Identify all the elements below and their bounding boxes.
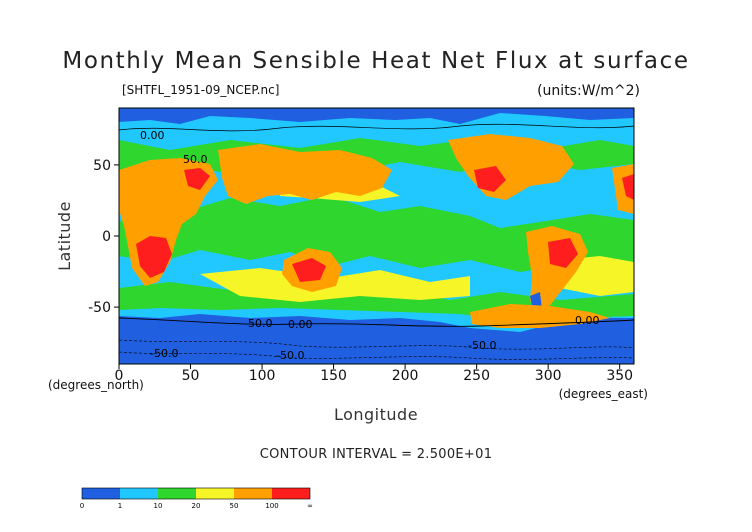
legend-frame <box>81 487 311 500</box>
y-axis-label: Latitude <box>55 201 74 271</box>
legend-level-label: 10 <box>154 502 163 510</box>
africa-hot-core <box>136 236 172 278</box>
chart-title: Monthly Mean Sensible Heat Net Flux at s… <box>62 48 689 74</box>
y-tick-label: 50 <box>93 158 111 174</box>
arctic-low-flux-region <box>119 108 634 124</box>
x-tick-label: 150 <box>320 368 347 384</box>
contour-label: -50.0 <box>150 347 178 360</box>
legend-level-label: 50 <box>230 502 239 510</box>
x-tick-label: 50 <box>182 368 200 384</box>
south-america-hot-core <box>548 238 578 268</box>
europe-hot-spot <box>184 168 210 190</box>
legend-level-label: 1 <box>118 502 122 510</box>
y-tick-label: -50 <box>88 300 111 316</box>
contour-line-north <box>118 123 635 132</box>
y-axis: 50 0 -50 <box>88 158 119 316</box>
x-tick-label: 100 <box>249 368 276 384</box>
asia-land <box>218 144 392 204</box>
right-edge-red <box>622 174 634 200</box>
legend-color-swatch <box>196 488 234 499</box>
y-tick-label: 0 <box>102 229 111 245</box>
x-axis-label: Longitude <box>334 405 418 424</box>
x-tick-label: 300 <box>535 368 562 384</box>
x-tick-label: 350 <box>606 368 633 384</box>
contour-label: 0.00 <box>140 129 165 142</box>
color-legend: 0 1 10 20 50 100 ∞ <box>80 487 313 510</box>
chart-units: (units:W/m^2) <box>537 83 640 99</box>
australia-hot-core <box>292 258 326 282</box>
legend-color-swatch <box>158 488 196 499</box>
y-axis-unit-note: (degrees_north) <box>48 378 144 392</box>
north-america-hot-core <box>474 166 506 192</box>
antarctic-edge-orange <box>470 304 610 328</box>
legend-color-swatch <box>120 488 158 499</box>
x-axis: 0 50 100 150 200 250 300 350 <box>115 364 633 384</box>
chart-subtitle: [SHTFL_1951-09_NCEP.nc] <box>122 83 279 97</box>
x-tick-label: 250 <box>463 368 490 384</box>
map-plot-area: 0.00 50.0 50.0 0.00 0.00 -50.0 -50.0 -50… <box>118 107 635 365</box>
legend-color-swatch <box>82 488 120 499</box>
contour-label: -50.0 <box>276 349 304 362</box>
x-tick-label: 0 <box>115 368 124 384</box>
contour-label: 50.0 <box>183 153 208 166</box>
contour-line-antarctic-2 <box>118 351 635 360</box>
x-tick-label: 200 <box>392 368 419 384</box>
legend-level-label: 20 <box>192 502 201 510</box>
legend-color-swatch <box>272 488 310 499</box>
contour-line-south <box>118 317 635 327</box>
tropical-green-belt <box>119 196 634 272</box>
legend-level-label: 100 <box>265 502 278 510</box>
legend-color-swatch <box>234 488 272 499</box>
contour-label: 0.00 <box>288 318 313 331</box>
contour-label: 0.00 <box>575 314 600 327</box>
legend-level-label: ∞ <box>307 502 313 510</box>
southern-ocean-low-flux-region <box>119 314 634 364</box>
contour-label: -50.0 <box>468 339 496 352</box>
x-axis-unit-note: (degrees_east) <box>559 387 648 401</box>
contour-interval-note: CONTOUR INTERVAL = 2.500E+01 <box>260 447 493 462</box>
legend-level-label: 0 <box>80 502 84 510</box>
contour-label: 50.0 <box>248 317 273 330</box>
